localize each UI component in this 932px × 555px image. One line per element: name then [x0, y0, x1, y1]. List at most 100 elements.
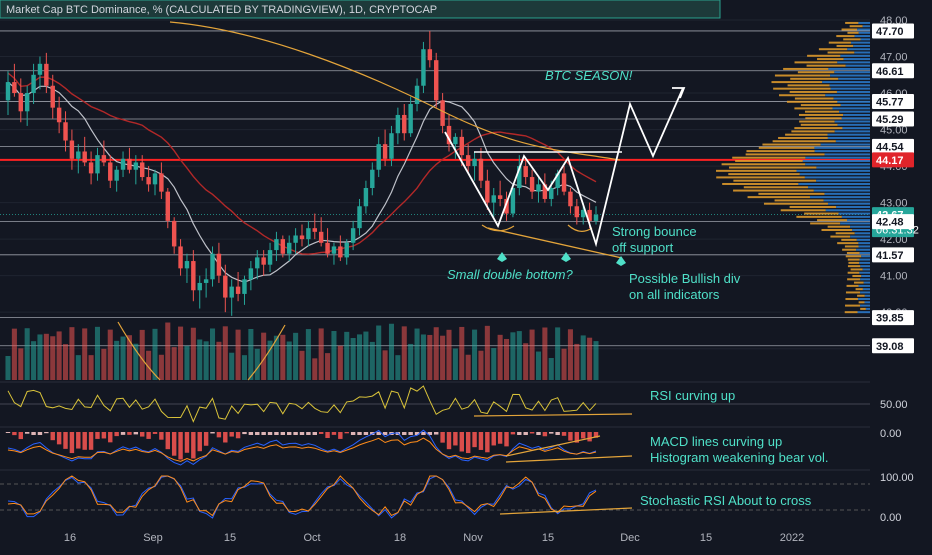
volume-profile-bar: [721, 163, 806, 166]
price-axis-labels: 48.0047.0046.0045.0044.0043.0042.0041.00…: [872, 15, 919, 356]
candle-body: [152, 173, 158, 185]
indicator-panes: [0, 381, 870, 519]
volume-profile-bar: [843, 38, 861, 41]
volume-profile-bar: [827, 136, 870, 139]
candle-body: [363, 188, 369, 207]
candle-body: [50, 85, 55, 108]
candle-body: [517, 166, 522, 188]
descending-trendline: [169, 21, 621, 161]
price-level-badge: [872, 152, 914, 168]
price-axis[interactable]: [870, 0, 932, 525]
volume-profile-bar: [857, 294, 865, 297]
volume-profile-bar: [846, 252, 860, 255]
volume-profile-bar: [848, 261, 860, 264]
price-level-badge: [872, 23, 914, 39]
macd-histogram-bar: [69, 432, 75, 454]
volume-profile-bar: [799, 173, 870, 176]
macd-trendline: [505, 435, 601, 457]
volume-bar: [382, 350, 388, 380]
volume-bar: [133, 343, 139, 380]
candle-body: [421, 49, 426, 86]
rsi-line: [7, 385, 597, 423]
macd-histogram-bar: [152, 432, 158, 434]
volume-profile-bar: [774, 199, 824, 202]
macd-histogram-bar: [440, 432, 445, 443]
macd-histogram-bar: [223, 432, 228, 443]
volume-profile-bar: [785, 133, 828, 136]
volume-bar: [24, 328, 30, 380]
volume-bar: [261, 332, 267, 380]
volume-profile-bar: [840, 104, 870, 107]
candle-body: [235, 286, 241, 294]
volume-profile-bar: [799, 120, 835, 123]
volume-profile-bar: [830, 74, 870, 77]
macd-histogram-bar: [402, 432, 407, 435]
macd-histogram-bar: [191, 432, 196, 459]
macd-histogram-bar: [427, 432, 433, 435]
volume-profile-bar: [805, 156, 870, 159]
volume-bar: [273, 335, 279, 380]
volume-bar: [139, 329, 145, 380]
volume-profile-bar: [835, 232, 855, 235]
volume-bar: [440, 335, 446, 380]
volume-profile-bar: [827, 225, 851, 228]
candle-body: [561, 173, 567, 192]
volume-profile-bar: [805, 163, 870, 166]
candle-body: [299, 235, 305, 240]
volume-profile-bar: [850, 268, 863, 271]
macd-histogram-bar: [203, 432, 209, 446]
candle-body: [140, 162, 145, 178]
price-level-badge: [872, 63, 914, 79]
candle-body: [229, 286, 234, 298]
volume-profile-bar: [798, 113, 844, 116]
candle-body: [465, 155, 471, 167]
candle-body: [287, 242, 292, 254]
macd-histogram-bar: [344, 432, 349, 434]
volume-bar: [459, 326, 465, 380]
volume-bar: [574, 343, 580, 380]
time-axis[interactable]: [0, 525, 932, 550]
rsi-trendline: [473, 413, 633, 417]
candle-body: [267, 250, 273, 265]
volume-bar: [478, 350, 484, 380]
macd-histogram-bar: [44, 432, 49, 434]
volume-profile-bar: [845, 21, 859, 24]
macd-histogram-bar: [549, 432, 554, 434]
volume-profile-bar: [858, 301, 865, 304]
volume-profile-bar: [854, 51, 870, 54]
macd-histogram-bar: [331, 432, 337, 435]
macd-histogram-bar: [568, 432, 573, 441]
volume-profile-bar: [820, 143, 870, 146]
price-level-label: 39.85: [876, 313, 904, 325]
volume-profile-bar: [840, 54, 870, 57]
annotation-strong-bounce-2: off support: [612, 240, 674, 255]
volume-profile-bar: [859, 252, 870, 255]
macd-histogram-bar: [504, 432, 509, 447]
macd-histogram-bar: [555, 432, 560, 435]
macd-histogram-bar: [587, 432, 592, 442]
volume-profile-bar: [841, 28, 858, 31]
volume-bar: [593, 341, 599, 380]
macd-histogram-bar: [485, 432, 490, 453]
volume-profile-bar: [845, 291, 861, 294]
volume-bars: [5, 322, 599, 380]
volume-profile-bar: [822, 81, 870, 84]
volume-profile-bar: [837, 123, 870, 126]
volume-bar: [587, 337, 593, 380]
volume-profile-bar: [837, 100, 870, 103]
volume-profile-bar: [794, 107, 833, 110]
macd-histogram-bar: [465, 432, 471, 454]
moving-averages: [7, 72, 597, 283]
volume-profile-bar: [804, 176, 870, 179]
macd-histogram-bar: [542, 432, 548, 437]
candle-body: [274, 239, 279, 251]
price-level-badge: [872, 310, 914, 326]
volume-bar: [222, 326, 228, 380]
volume-curve: [117, 321, 161, 381]
volume-bar: [248, 328, 254, 380]
volume-profile-bar: [852, 229, 870, 231]
volume-bar: [555, 327, 561, 380]
volume-profile-bar: [783, 67, 829, 70]
volume-bar: [401, 326, 407, 380]
volume-bar: [299, 350, 305, 380]
